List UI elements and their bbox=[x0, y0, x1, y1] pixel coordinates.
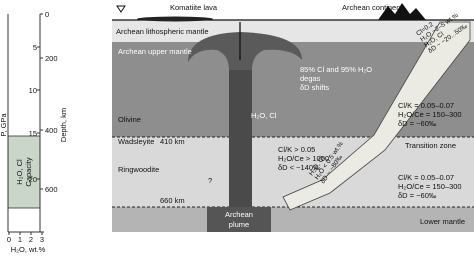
p-axis-label: P, GPa bbox=[0, 113, 8, 137]
slab bbox=[282, 21, 471, 211]
lava-label: Komatiite lava bbox=[170, 3, 218, 12]
annotation: δD = −60‰ bbox=[398, 191, 437, 200]
continent-mountains bbox=[378, 3, 426, 20]
annotation: δD = −60‰ bbox=[398, 119, 437, 128]
capacity-label: Capacity bbox=[24, 157, 33, 186]
depth-tick-label: 200 bbox=[45, 54, 58, 63]
layer-label: 410 km bbox=[160, 137, 185, 146]
continent-label: Archean continent bbox=[342, 3, 403, 12]
layer-label: Archean lithospheric mantle bbox=[116, 27, 209, 36]
plume-label: plume bbox=[229, 220, 249, 229]
plume-volatiles: H₂O, Cl bbox=[251, 111, 277, 120]
p-tick-label: 10 bbox=[29, 86, 37, 95]
layer-label: Ringwoodite bbox=[118, 165, 159, 174]
annotation: Cl/K = 0.05–0.07 bbox=[398, 173, 454, 182]
p-tick-label: 5 bbox=[33, 43, 37, 52]
p-tick-label: 20 bbox=[29, 175, 37, 184]
labels: Komatiite lava Archean continent Archean… bbox=[116, 3, 469, 229]
capacity-label: H₂O, Cl bbox=[15, 159, 24, 185]
p-tick-label: 15 bbox=[29, 129, 37, 138]
surface-marker bbox=[116, 5, 126, 13]
annotation: H₂O/Ce = 150–300 bbox=[398, 110, 462, 119]
annotation: Cl/K > 0.05 bbox=[278, 145, 315, 154]
depth-tick-label: 600 bbox=[45, 185, 58, 194]
capacity-area bbox=[7, 135, 41, 209]
komatiite-flow bbox=[137, 16, 213, 22]
annotation: 85% Cl and 95% H₂O bbox=[300, 65, 372, 74]
annotation: Cl/K = 0.05–0.07 bbox=[398, 101, 454, 110]
lithosphere-layer bbox=[112, 20, 474, 42]
layer-label: Olivine bbox=[118, 115, 141, 124]
annotation: δD shifts bbox=[300, 83, 329, 92]
annotation: degas bbox=[300, 74, 321, 83]
depth-tick-label: 400 bbox=[45, 126, 58, 135]
plume-head bbox=[188, 32, 302, 70]
capacity-panel: P, GPa Depth, km H₂O, wt.% H₂O, Cl Capac… bbox=[0, 10, 68, 254]
layer-label: Archean upper mantle bbox=[118, 47, 192, 56]
layer-label: 660 km bbox=[160, 196, 185, 205]
x-tick-label: 1 bbox=[18, 235, 22, 244]
layer-label: Transition zone bbox=[405, 141, 456, 150]
layer-label: Lower mantle bbox=[420, 217, 465, 226]
x-tick-label: 3 bbox=[40, 235, 44, 244]
annotation: H₂O/Ce > 1000 bbox=[278, 154, 329, 163]
depth-axis-label: Depth, km bbox=[59, 108, 68, 142]
x-tick-label: 2 bbox=[29, 235, 33, 244]
x-tick-label: 0 bbox=[7, 235, 11, 244]
plume-label: Archean bbox=[225, 210, 253, 219]
x-axis-label: H₂O, wt.% bbox=[11, 245, 46, 254]
annotation: H₂O/Ce = 150–300 bbox=[398, 182, 462, 191]
annotation: δD < −140‰ bbox=[278, 163, 321, 172]
layer-label: Wadsleyite bbox=[118, 137, 154, 146]
plume-source bbox=[207, 207, 271, 232]
lower-mantle-layer bbox=[112, 207, 474, 232]
question-mark: ? bbox=[208, 176, 212, 185]
depth-tick-label: 0 bbox=[45, 10, 49, 19]
plume-stem bbox=[229, 60, 252, 210]
